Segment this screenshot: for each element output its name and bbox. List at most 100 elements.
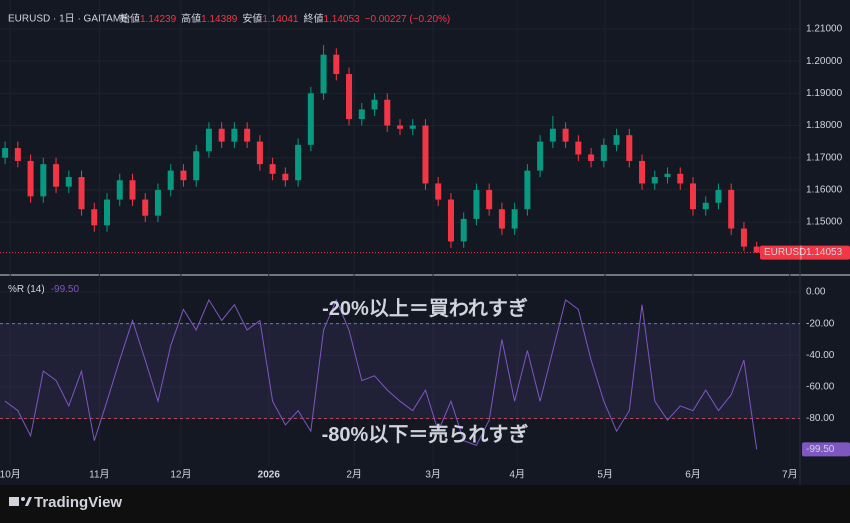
y-tick-label: -40.00 bbox=[806, 350, 835, 361]
y-tick-label: 1.21000 bbox=[806, 24, 843, 35]
candle-body bbox=[205, 128, 212, 152]
candle-body bbox=[549, 128, 556, 142]
candle-body bbox=[154, 189, 161, 216]
candle-body bbox=[447, 199, 454, 242]
candle-body bbox=[600, 144, 607, 161]
y-tick-label: 1.20000 bbox=[806, 56, 843, 67]
x-tick-label: 2026 bbox=[258, 470, 281, 481]
x-tick-label: 6月 bbox=[685, 469, 701, 481]
candle-body bbox=[728, 189, 735, 229]
candle-body bbox=[307, 93, 314, 145]
candle-body bbox=[371, 99, 378, 110]
wr-line bbox=[4, 298, 758, 450]
y-tick-label: 1.16000 bbox=[806, 185, 843, 196]
ohlc-value: 1.14239 bbox=[140, 14, 177, 25]
candle-body bbox=[511, 209, 518, 229]
ohlc-value: 1.14389 bbox=[201, 14, 238, 25]
candle-body bbox=[40, 164, 47, 197]
candle-body bbox=[193, 151, 200, 181]
x-tick-label: 7月 bbox=[782, 469, 798, 481]
candle-body bbox=[473, 189, 480, 219]
candle-body bbox=[435, 183, 442, 200]
candle-body bbox=[397, 125, 403, 129]
candle-body bbox=[53, 164, 60, 187]
tv-logo bbox=[9, 497, 32, 506]
candle-body bbox=[639, 160, 646, 184]
candle-body bbox=[753, 246, 760, 253]
chart-title: EURUSD · 1日 · GAITAME bbox=[8, 14, 128, 25]
candle-body bbox=[498, 209, 505, 229]
candle-body bbox=[588, 154, 595, 161]
ohlc-label: 終値 bbox=[303, 12, 323, 25]
candle-body bbox=[575, 141, 582, 155]
candle-body bbox=[715, 189, 722, 203]
candle-body bbox=[460, 218, 467, 242]
candle-body bbox=[562, 128, 569, 142]
candle-body bbox=[689, 183, 696, 210]
candle-body bbox=[346, 74, 353, 120]
value-tag-label: -99.50 bbox=[806, 444, 835, 455]
chart-panel bbox=[0, 0, 850, 485]
price-tag-symbol: EURUSD bbox=[764, 247, 806, 258]
candle-body bbox=[524, 170, 531, 210]
x-tick-label: 12月 bbox=[170, 469, 191, 481]
candle-body bbox=[320, 54, 327, 94]
candle-body bbox=[537, 141, 544, 171]
candle-body bbox=[702, 202, 709, 210]
logo-mark bbox=[25, 497, 32, 506]
candle-body bbox=[651, 177, 658, 184]
ohlc-label: 高値 bbox=[181, 12, 201, 25]
logo-mark bbox=[9, 497, 19, 506]
x-tick-label: 3月 bbox=[425, 469, 441, 481]
logo-mark bbox=[21, 497, 25, 501]
candle-body bbox=[14, 148, 21, 161]
ohlc-label: 始値 bbox=[120, 12, 140, 25]
ohlc-value: 1.14041 bbox=[262, 14, 299, 25]
candle-body bbox=[358, 109, 365, 120]
candle-body bbox=[740, 228, 747, 247]
indicator-value: -99.50 bbox=[51, 284, 80, 295]
annotation: -20%以上＝買われすぎ bbox=[322, 296, 528, 320]
x-tick-label: 10月 bbox=[0, 469, 21, 481]
y-tick-label: 1.15000 bbox=[806, 217, 843, 228]
price-tag bbox=[760, 245, 850, 260]
candle-body bbox=[282, 173, 289, 181]
y-tick-label: 0.00 bbox=[806, 287, 826, 298]
candle-body bbox=[104, 199, 111, 226]
candle-body bbox=[78, 177, 85, 210]
annotation: -80%以下＝売られすぎ bbox=[322, 422, 529, 446]
y-tick-label: 1.18000 bbox=[806, 120, 843, 131]
candle-body bbox=[613, 135, 620, 145]
candle-body bbox=[256, 141, 263, 165]
x-tick-label: 4月 bbox=[509, 469, 525, 481]
y-tick-label: -80.00 bbox=[806, 413, 835, 424]
candle-body bbox=[269, 164, 276, 174]
candle-body bbox=[244, 128, 251, 142]
candle-body bbox=[142, 199, 149, 216]
y-tick-label: -20.00 bbox=[806, 318, 835, 329]
value-tag bbox=[802, 442, 850, 457]
brand: TradingView bbox=[34, 494, 122, 511]
candle-body bbox=[180, 170, 187, 181]
candle-body bbox=[2, 148, 9, 158]
candle-body bbox=[626, 135, 633, 161]
ohlc-value: 1.14053 bbox=[323, 14, 360, 25]
candle-body bbox=[486, 189, 493, 210]
x-tick-label: 5月 bbox=[597, 469, 613, 481]
candle-body bbox=[295, 144, 302, 181]
band-fill bbox=[0, 323, 800, 419]
candle-body bbox=[664, 173, 671, 178]
candle-body bbox=[116, 180, 123, 200]
indicator-title: %R (14) -99.50 bbox=[8, 284, 79, 295]
y-tick-label: 1.19000 bbox=[806, 88, 843, 99]
price-tag-value: 1.14053 bbox=[806, 247, 843, 258]
candle-body bbox=[167, 170, 174, 190]
candle-body bbox=[65, 177, 72, 187]
candle-body bbox=[422, 125, 429, 184]
ohlc-header: 始値1.14239 高値1.14389 安値1.14041 終値1.14053 −0.0… bbox=[120, 12, 450, 25]
indicator-name: %R (14) bbox=[8, 284, 45, 295]
candle-body bbox=[333, 54, 340, 74]
candle-body bbox=[409, 125, 416, 129]
change-value: −0.00227 (−0.20%) bbox=[365, 14, 451, 25]
